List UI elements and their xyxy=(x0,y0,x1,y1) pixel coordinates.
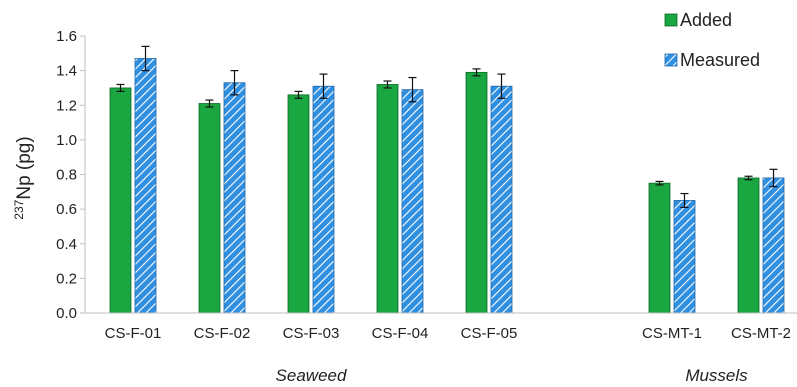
error-bar-added-cs-mt-1 xyxy=(655,180,664,186)
group-labels: Seaweed Mussels xyxy=(276,366,749,385)
y-axis-label: 237Np (pg) xyxy=(12,136,35,219)
error-bar-added-cs-f-02 xyxy=(205,99,214,108)
bar-added-cs-f-04 xyxy=(376,84,399,314)
error-bar-measured-cs-mt-1 xyxy=(680,192,689,208)
category-label: CS-F-04 xyxy=(372,325,429,342)
category-label: CS-MT-1 xyxy=(642,325,702,342)
error-bar-added-cs-f-03 xyxy=(294,90,303,99)
category-label: CS-F-03 xyxy=(283,325,340,342)
error-bar-measured-cs-f-03 xyxy=(319,73,328,99)
y-axis-ticks: 0.0 0.2 0.4 0.6 0.8 1.0 1.2 1.4 1.6 xyxy=(56,28,85,322)
y-tick-label: 0.8 xyxy=(56,167,77,184)
legend-label-measured: Measured xyxy=(680,50,760,70)
y-tick-label: 0.2 xyxy=(56,270,77,287)
y-tick-label: 1.2 xyxy=(56,97,77,114)
error-bar-added-cs-f-05 xyxy=(472,68,481,77)
error-bar-measured-cs-f-02 xyxy=(230,70,239,96)
y-axis-label-main: Np (pg) xyxy=(14,136,35,199)
bar-measured-cs-f-05 xyxy=(490,85,513,314)
category-label: CS-F-02 xyxy=(194,325,251,342)
bar-measured-cs-mt-1 xyxy=(673,200,696,314)
group-label-seaweed: Seaweed xyxy=(276,366,347,385)
error-bar-added-cs-mt-2 xyxy=(744,175,753,181)
bar-added-cs-mt-1 xyxy=(648,182,671,314)
y-axis-label-superscript: 237 xyxy=(12,199,26,219)
error-bar-added-cs-f-01 xyxy=(116,83,125,93)
error-bar-measured-cs-f-04 xyxy=(408,76,417,103)
category-label: CS-F-05 xyxy=(461,325,518,342)
y-tick-label: 1.6 xyxy=(56,28,77,45)
bar-added-cs-mt-2 xyxy=(737,177,760,314)
group-label-mussels: Mussels xyxy=(685,366,748,385)
category-labels: CS-F-01 CS-F-02 CS-F-03 CS-F-04 CS-F-05 CS-MT… xyxy=(105,325,791,342)
y-tick-label: 0.0 xyxy=(56,305,77,322)
category-label: CS-F-01 xyxy=(105,325,162,342)
legend-swatch-added xyxy=(664,13,678,27)
y-tick-label: 1.0 xyxy=(56,132,77,149)
bar-measured-cs-mt-2 xyxy=(762,177,785,314)
error-bar-added-cs-f-04 xyxy=(383,80,392,89)
bar-added-cs-f-01 xyxy=(109,87,132,314)
legend-label-added: Added xyxy=(680,10,732,30)
legend-swatch-measured xyxy=(664,53,678,67)
legend: Added Measured xyxy=(664,10,760,70)
bars xyxy=(109,58,785,314)
error-bars xyxy=(116,45,778,208)
bar-added-cs-f-02 xyxy=(198,103,221,314)
y-tick-label: 0.4 xyxy=(56,236,77,253)
bar-measured-cs-f-04 xyxy=(401,89,424,314)
y-tick-label: 1.4 xyxy=(56,63,77,80)
error-bar-measured-cs-f-01 xyxy=(141,45,150,72)
bar-measured-cs-f-03 xyxy=(312,85,335,314)
bar-measured-cs-f-01 xyxy=(134,58,157,314)
bar-measured-cs-f-02 xyxy=(223,82,246,314)
y-tick-label: 0.6 xyxy=(56,201,77,218)
category-label: CS-MT-2 xyxy=(731,325,791,342)
bar-added-cs-f-05 xyxy=(465,71,488,314)
bar-added-cs-f-03 xyxy=(287,94,310,314)
error-bar-measured-cs-mt-2 xyxy=(769,168,778,188)
error-bar-measured-cs-f-05 xyxy=(497,73,506,99)
